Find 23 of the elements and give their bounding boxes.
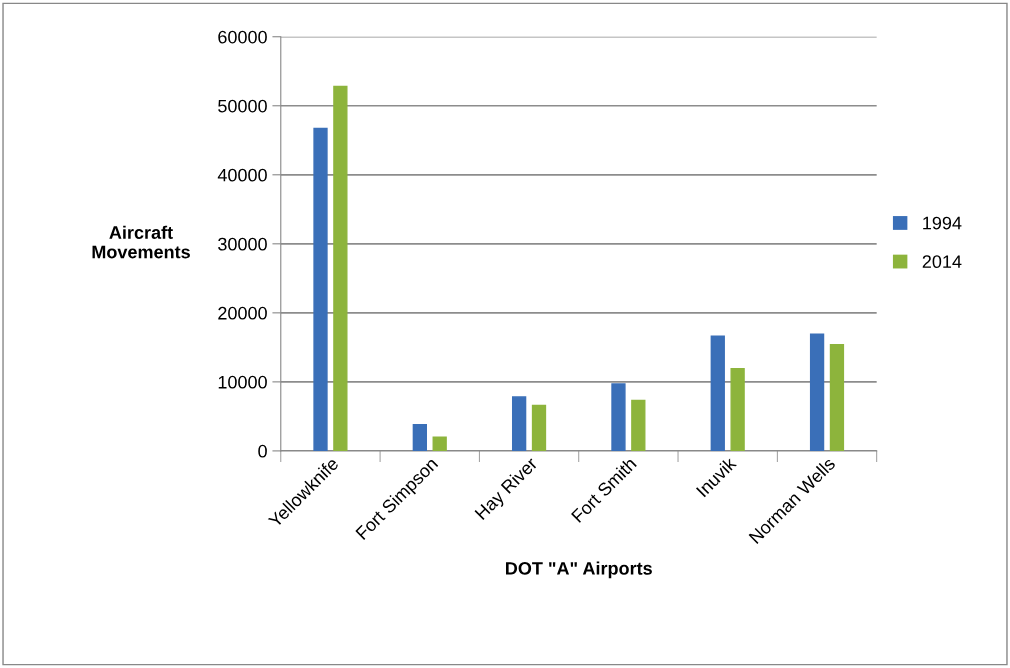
bar — [531, 404, 547, 451]
bar — [809, 333, 825, 451]
y-tick-label: 0 — [258, 444, 267, 458]
x-axis-title: DOT "A" Airports — [506, 561, 652, 579]
y-tick-label: 40000 — [217, 168, 267, 182]
bar — [829, 343, 845, 451]
bar — [730, 368, 745, 451]
y-tick-label: 20000 — [218, 306, 267, 320]
bar — [710, 335, 725, 451]
bar — [432, 436, 447, 451]
legend-label: 2014 — [922, 255, 962, 269]
legend-label: 1994 — [923, 216, 962, 230]
bar — [412, 423, 427, 451]
bar — [511, 396, 527, 451]
bar — [611, 383, 626, 451]
y-tick-label: 10000 — [218, 375, 267, 389]
y-tick-label: 30000 — [218, 237, 267, 251]
bar — [631, 399, 646, 451]
y-tick-label: 60000 — [218, 30, 267, 44]
y-axis-title: Aircraft Movements — [92, 225, 190, 259]
bar — [333, 85, 348, 451]
bar — [313, 127, 328, 451]
y-tick-label: 50000 — [218, 99, 267, 113]
